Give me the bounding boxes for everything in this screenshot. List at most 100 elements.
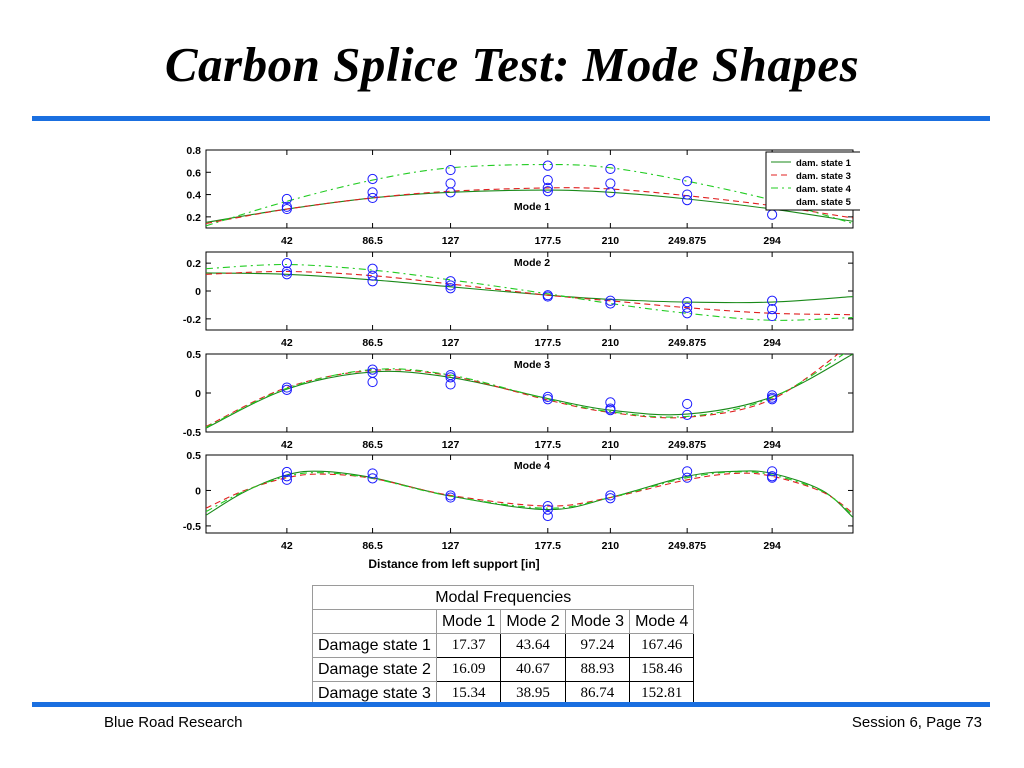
footer-page-number: Session 6, Page 73 bbox=[851, 714, 982, 731]
data-point-marker bbox=[445, 283, 456, 294]
y-tick-label: 0.6 bbox=[186, 167, 201, 179]
data-point-marker bbox=[281, 471, 292, 482]
series-line bbox=[206, 472, 853, 514]
data-point-marker bbox=[605, 295, 616, 306]
table-row: Damage state 3 15.34 38.95 86.74 152.81 bbox=[312, 681, 695, 706]
x-tick-label: 42 bbox=[281, 235, 293, 247]
y-tick-label: 0.2 bbox=[186, 258, 201, 270]
x-tick-label: 210 bbox=[602, 439, 620, 451]
data-point-marker bbox=[445, 372, 456, 383]
plot-frame bbox=[205, 149, 854, 229]
table-cell: 158.46 bbox=[629, 657, 695, 682]
series-line bbox=[206, 163, 853, 227]
y-tick-label: 0.5 bbox=[186, 450, 201, 462]
data-point-marker bbox=[542, 394, 553, 405]
table-cell: 43.64 bbox=[500, 633, 566, 658]
y-tick-label: 0.5 bbox=[186, 349, 201, 361]
data-point-marker bbox=[367, 263, 378, 274]
data-point-marker bbox=[767, 472, 778, 483]
y-tick-label: 0.8 bbox=[186, 145, 201, 157]
data-point-marker bbox=[682, 472, 693, 483]
x-tick-label: 127 bbox=[442, 540, 460, 552]
data-point-marker bbox=[542, 500, 553, 512]
series-line bbox=[206, 354, 853, 429]
column-header: Mode 1 bbox=[435, 609, 502, 634]
data-point-marker bbox=[605, 490, 616, 501]
data-point-marker bbox=[367, 270, 378, 281]
x-tick-label: 249.875 bbox=[668, 235, 706, 247]
data-point-marker bbox=[605, 298, 616, 309]
modal-frequencies-table: Modal Frequencies Mode 1 Mode 2 Mode 3 M… bbox=[311, 585, 695, 706]
x-tick-label: 177.5 bbox=[535, 235, 561, 247]
plot-frame bbox=[205, 353, 854, 433]
x-tick-label: 210 bbox=[602, 235, 620, 247]
column-header: Mode 2 bbox=[500, 609, 566, 634]
series-line bbox=[206, 354, 845, 428]
plot-area bbox=[206, 466, 853, 522]
data-point-marker bbox=[445, 492, 456, 503]
data-point-marker bbox=[281, 203, 292, 215]
x-tick-label: 86.5 bbox=[362, 540, 383, 552]
data-point-marker bbox=[445, 187, 456, 198]
data-point-marker bbox=[605, 397, 616, 408]
data-point-marker bbox=[682, 409, 693, 420]
x-tick-label: 294 bbox=[763, 235, 781, 247]
y-tick-label: -0.5 bbox=[183, 521, 201, 533]
slide-title: Carbon Splice Test: Mode Shapes bbox=[164, 37, 860, 92]
plot-area bbox=[206, 354, 853, 429]
x-tick-label: 177.5 bbox=[535, 337, 561, 349]
x-tick-label: 249.875 bbox=[668, 439, 706, 451]
data-point-marker bbox=[767, 310, 778, 322]
data-point-marker bbox=[542, 391, 553, 402]
x-tick-label: 294 bbox=[763, 337, 781, 349]
x-tick-label: 210 bbox=[602, 337, 620, 349]
x-tick-label: 177.5 bbox=[535, 540, 561, 552]
table-header-row: Mode 1 Mode 2 Mode 3 Mode 4 bbox=[312, 609, 695, 634]
column-header: Mode 4 bbox=[629, 609, 695, 634]
data-point-marker bbox=[445, 379, 456, 390]
x-tick-label: 127 bbox=[442, 235, 460, 247]
x-axis-label: Distance from left support [in] bbox=[368, 557, 539, 571]
data-point-marker bbox=[367, 376, 378, 388]
legend-label: dam. state 3 bbox=[796, 171, 851, 182]
data-point-marker bbox=[281, 266, 292, 277]
data-point-marker bbox=[767, 466, 778, 477]
y-tick-label: -0.5 bbox=[183, 427, 201, 439]
series-line bbox=[206, 270, 853, 316]
row-label: Damage state 2 bbox=[312, 657, 437, 682]
x-tick-label: 86.5 bbox=[362, 235, 383, 247]
x-tick-label: 86.5 bbox=[362, 439, 383, 451]
data-point-marker bbox=[281, 474, 292, 485]
title-divider bbox=[32, 116, 990, 121]
data-point-marker bbox=[367, 473, 378, 484]
column-header: Mode 3 bbox=[564, 609, 631, 634]
table-caption: Modal Frequencies bbox=[311, 585, 695, 610]
data-point-marker bbox=[682, 297, 693, 308]
x-tick-label: 42 bbox=[281, 540, 293, 552]
x-tick-label: 249.875 bbox=[668, 337, 706, 349]
mode-panel: 0.5 0 -0.5 42 86.5 127 177.5 210 249.875 294 Mode … bbox=[183, 450, 854, 552]
table-cell: 17.37 bbox=[435, 633, 502, 658]
row-label: Damage state 1 bbox=[312, 633, 437, 658]
panel-title: Mode 1 bbox=[514, 201, 550, 213]
mode-panel: 0.2 0 -0.2 42 86.5 127 177.5 210 249.875 294 Mode … bbox=[183, 251, 854, 349]
data-point-marker bbox=[682, 189, 693, 200]
panel-title: Mode 4 bbox=[514, 460, 550, 472]
footer-organization: Blue Road Research bbox=[104, 714, 243, 731]
data-point-marker bbox=[367, 364, 378, 375]
data-point-marker bbox=[281, 201, 292, 212]
data-point-marker bbox=[682, 195, 693, 206]
legend-label: dam. state 1 bbox=[796, 158, 852, 169]
data-point-marker bbox=[542, 160, 553, 171]
data-point-marker bbox=[445, 280, 456, 291]
data-point-marker bbox=[682, 466, 693, 477]
data-point-marker bbox=[767, 390, 778, 401]
data-point-marker bbox=[767, 394, 778, 405]
mode-panel: 0.5 0 -0.5 42 86.5 127 177.5 210 249.875 294 Mode … bbox=[183, 349, 854, 451]
data-point-marker bbox=[281, 466, 292, 478]
data-point-marker bbox=[542, 186, 553, 197]
y-tick-label: 0 bbox=[195, 388, 201, 400]
y-tick-label: 0.2 bbox=[186, 212, 201, 224]
table-cell: 167.46 bbox=[629, 633, 695, 658]
data-point-marker bbox=[605, 163, 616, 175]
